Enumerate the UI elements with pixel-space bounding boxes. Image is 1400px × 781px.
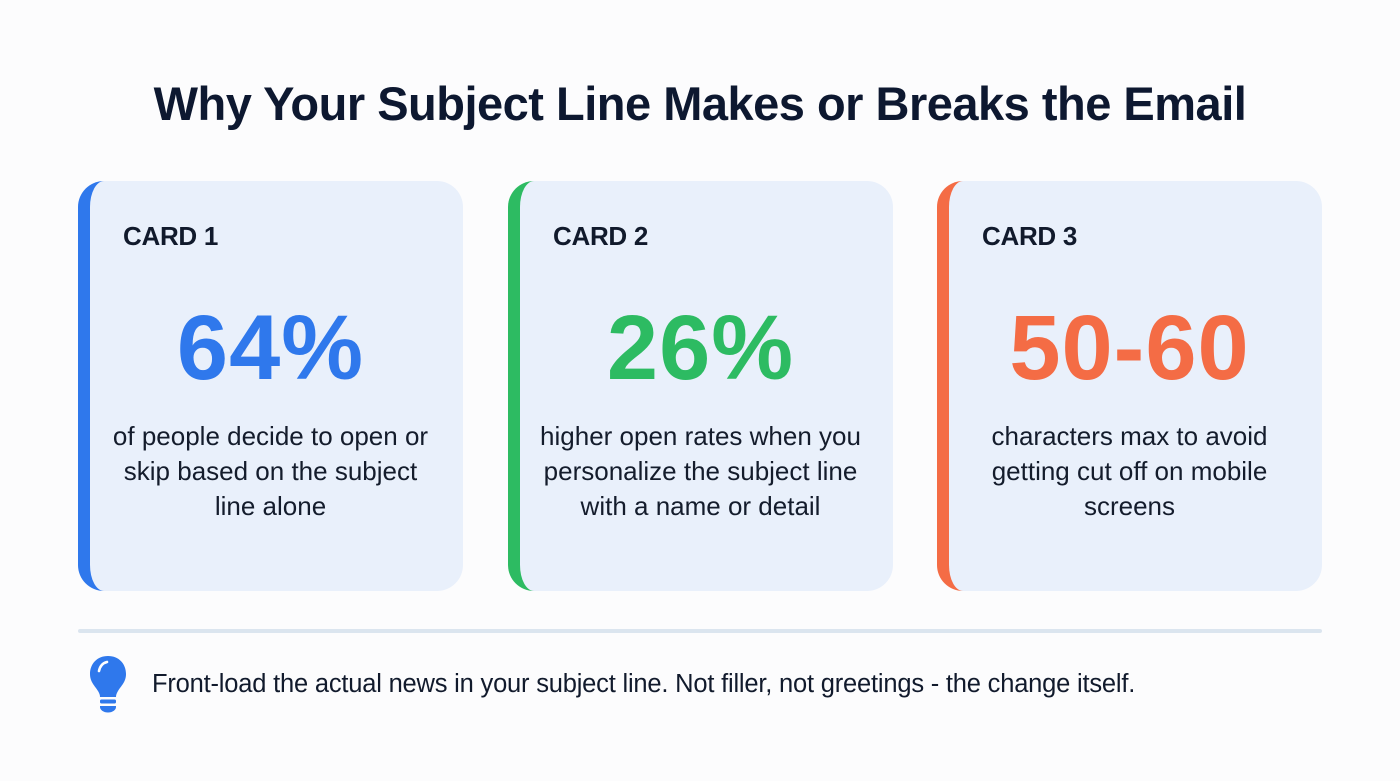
card-description: characters max to avoid getting cut off … <box>991 421 1268 521</box>
stat-cards: CARD 1 64% of people decide to open or s… <box>78 181 1322 591</box>
card-stat-value: 26% <box>606 297 795 399</box>
card-description: of people decide to open or skip based o… <box>112 421 429 521</box>
card-label: CARD 2 <box>553 221 648 251</box>
page-title: Why Your Subject Line Makes or Breaks th… <box>153 77 1247 130</box>
tip-text: Front-load the actual news in your subje… <box>152 669 1136 698</box>
stat-card-2: CARD 2 26% higher open rates when you pe… <box>508 181 893 591</box>
section-divider <box>78 629 1322 633</box>
card-description: higher open rates when you personalize t… <box>540 421 861 521</box>
card-label: CARD 3 <box>982 221 1077 251</box>
stat-card-1: CARD 1 64% of people decide to open or s… <box>78 181 463 591</box>
card-stat-value: 64% <box>176 297 365 399</box>
tip-row: Front-load the actual news in your subje… <box>86 652 1135 716</box>
stat-card-3: CARD 3 50-60 characters max to avoid get… <box>937 181 1322 591</box>
card-stat-value: 50-60 <box>1009 297 1250 399</box>
card-label: CARD 1 <box>123 221 218 251</box>
lightbulb-icon <box>86 653 130 715</box>
